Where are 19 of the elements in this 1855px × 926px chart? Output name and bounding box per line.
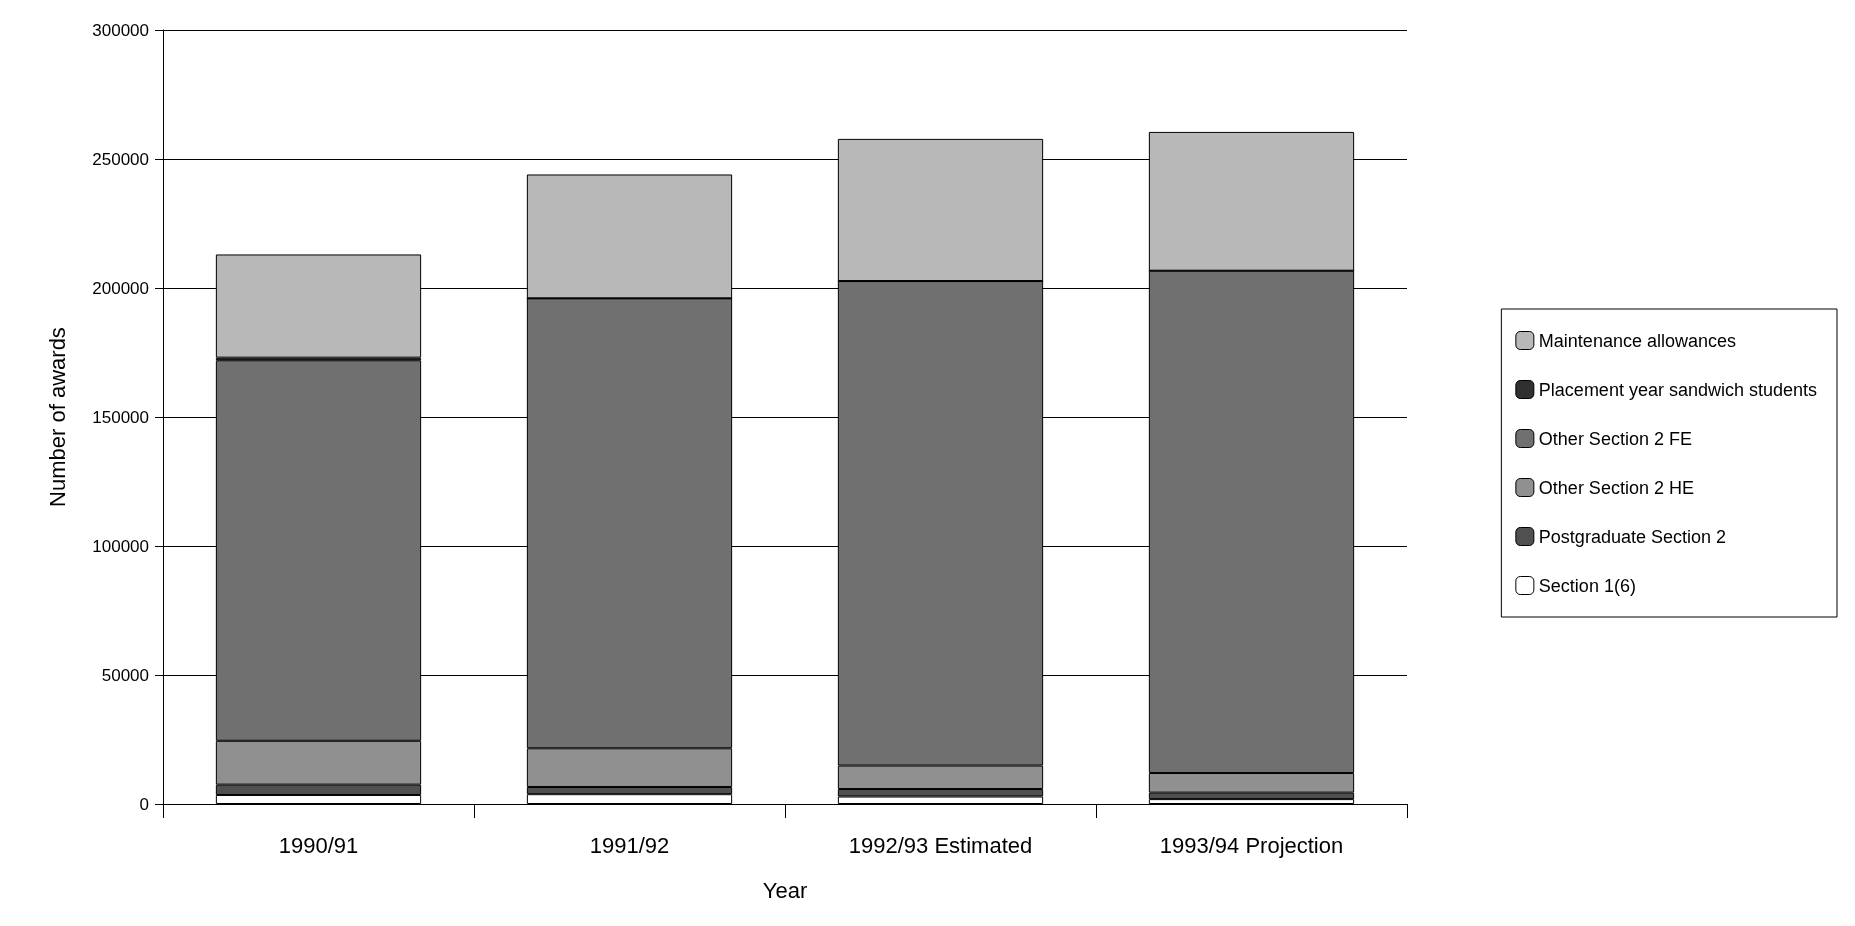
legend-label: Maintenance allowances — [1538, 330, 1736, 351]
x-tick-label: 1990/91 — [278, 832, 359, 858]
legend-label: Placement year sandwich students — [1538, 379, 1818, 400]
x-tick-label: 1992/93 Estimated — [848, 832, 1033, 858]
legend-label: Other Section 2 HE — [1538, 477, 1694, 498]
x-tick-label: 1991/92 — [589, 832, 670, 858]
x-axis-title: Year — [762, 877, 808, 903]
y-tick-label: 100000 — [92, 536, 149, 556]
legend-label: Other Section 2 FE — [1538, 428, 1692, 449]
x-tick-label: 1993/94 Projection — [1159, 832, 1344, 858]
y-tick-label: 200000 — [92, 278, 149, 298]
y-tick-label: 0 — [139, 794, 149, 814]
y-tick-label: 250000 — [92, 149, 149, 169]
legend-label: Section 1(6) — [1538, 575, 1636, 596]
legend-label: Postgraduate Section 2 — [1538, 526, 1726, 547]
y-tick-label: 50000 — [101, 665, 149, 685]
y-tick-label: 150000 — [92, 407, 149, 427]
y-axis-title: Number of awards — [44, 327, 70, 507]
y-tick-label: 300000 — [92, 20, 149, 40]
